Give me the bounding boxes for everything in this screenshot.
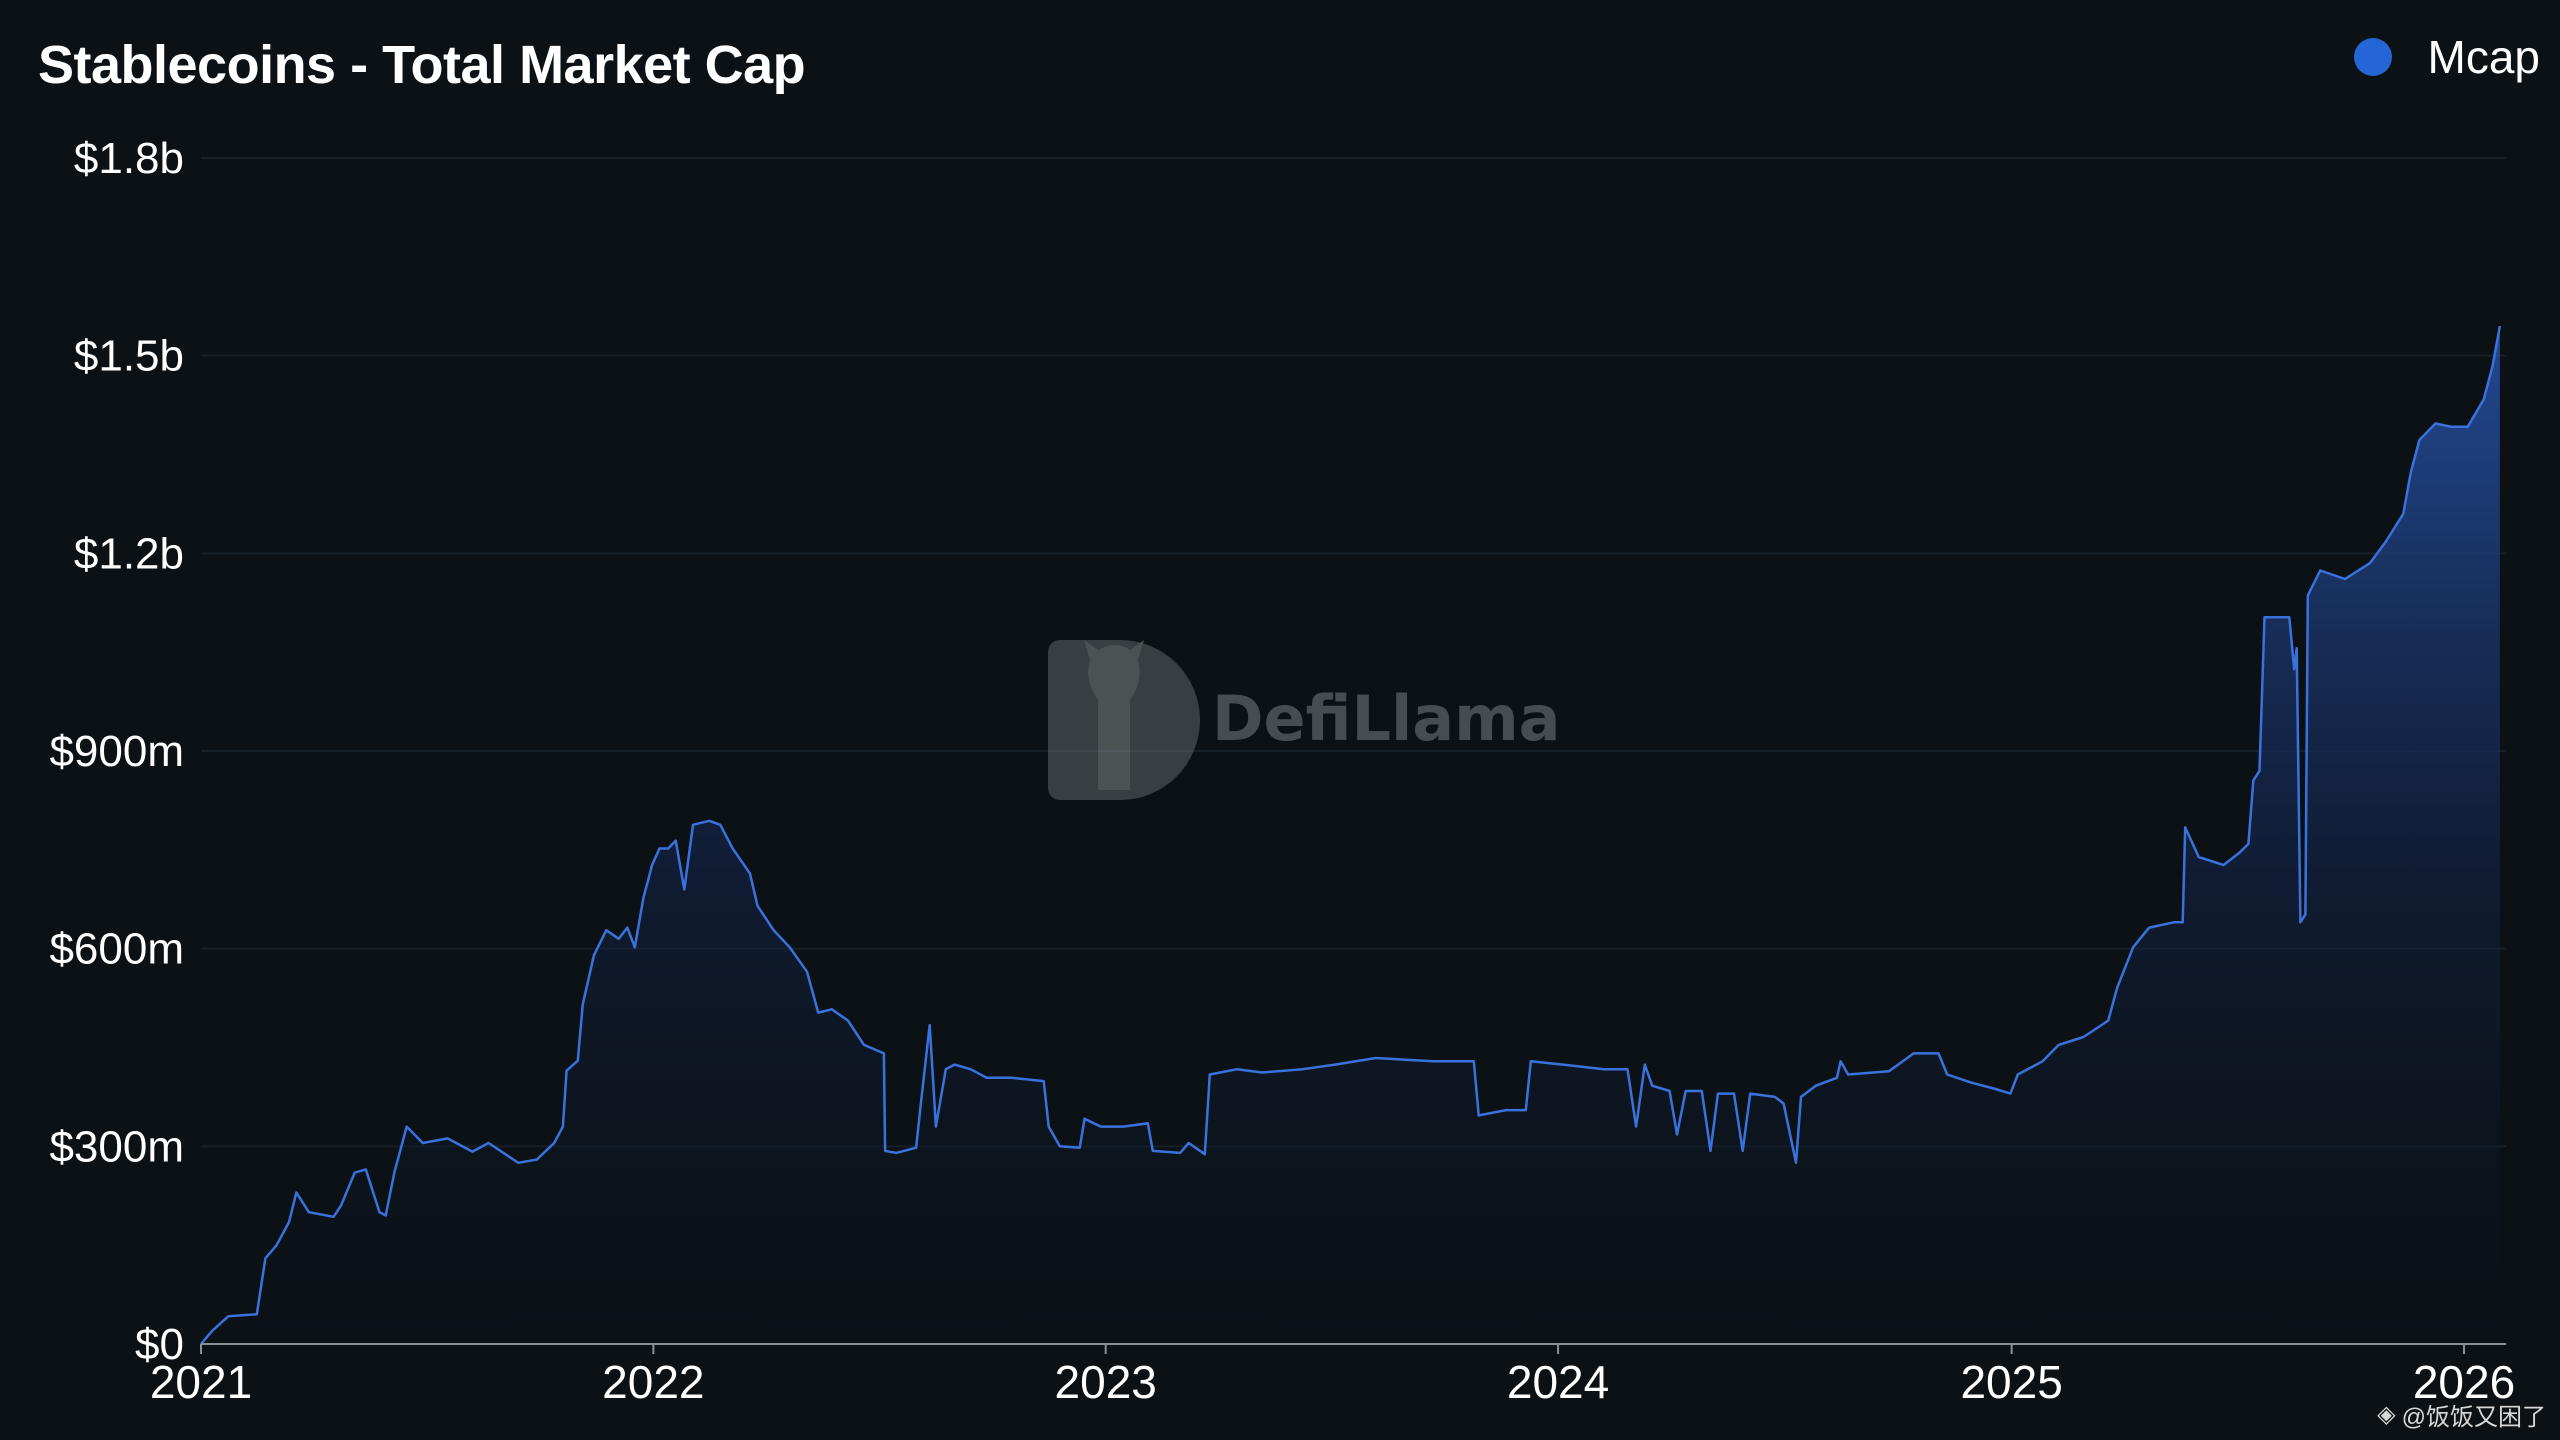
y-tick-label: $600m bbox=[49, 925, 184, 974]
x-tick-label: 2024 bbox=[1507, 1356, 1609, 1408]
legend-dot-mcap bbox=[2353, 38, 2392, 76]
x-tick-label: 2025 bbox=[1960, 1356, 2062, 1408]
y-tick-label: $1.8b bbox=[74, 134, 184, 183]
defillama-wordmark: DefiLlama bbox=[1212, 682, 1561, 755]
y-tick-label: $0 bbox=[135, 1320, 184, 1369]
x-axis: 2021 2022 2023 2024 2025 2026 bbox=[150, 1343, 2515, 1408]
chart-title: Stablecoins - Total Market Cap bbox=[38, 35, 806, 95]
y-tick-label: $900m bbox=[49, 727, 184, 776]
y-tick-label: $1.2b bbox=[74, 529, 184, 578]
y-axis: $0 $300m $600m $900m $1.2b $1.5b $1.8b bbox=[49, 134, 184, 1369]
binance-diamond-icon: ◈ bbox=[2377, 1401, 2396, 1428]
x-tick-label: 2026 bbox=[2413, 1356, 2515, 1408]
x-tick-label: 2023 bbox=[1055, 1356, 1157, 1408]
mcap-area bbox=[201, 326, 2500, 1344]
credit-text: @饭饭又困了 bbox=[2401, 1404, 2546, 1431]
x-tick-label: 2021 bbox=[150, 1356, 252, 1408]
y-tick-label: $300m bbox=[49, 1122, 184, 1171]
x-tick-label: 2022 bbox=[602, 1356, 704, 1408]
mcap-line bbox=[200, 325, 2502, 1345]
legend-label-mcap: Mcap bbox=[2427, 31, 2540, 83]
legend[interactable]: Mcap bbox=[2353, 30, 2540, 84]
y-tick-label: $1.5b bbox=[74, 332, 184, 381]
plot-area bbox=[200, 325, 2502, 1345]
credit-watermark: ◈ @饭饭又困了 bbox=[2377, 1397, 2546, 1432]
defillama-logo-watermark: DefiLlama bbox=[1048, 640, 1561, 800]
